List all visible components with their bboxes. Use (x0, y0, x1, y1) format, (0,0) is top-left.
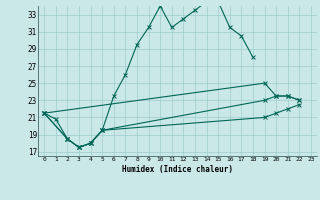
X-axis label: Humidex (Indice chaleur): Humidex (Indice chaleur) (122, 165, 233, 174)
